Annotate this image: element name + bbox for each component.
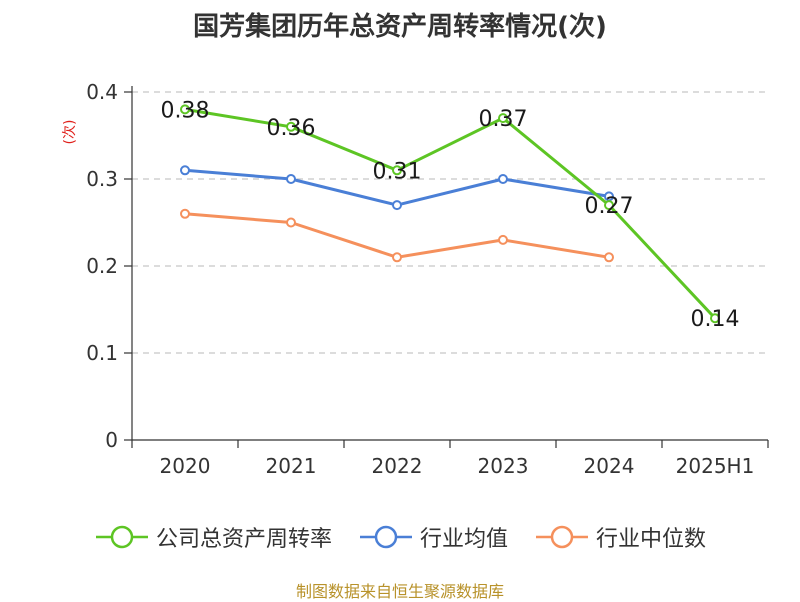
data-point bbox=[392, 252, 402, 263]
legend-label: 行业中位数 bbox=[596, 527, 707, 552]
x-tick-label: 2023 bbox=[478, 454, 529, 478]
data-labels: 0.38 0.36 0.31 0.37 0.27 0.14 bbox=[161, 98, 740, 332]
legend-line-circle-icon bbox=[536, 525, 588, 549]
data-point bbox=[604, 252, 614, 263]
legend-item-industry-mean[interactable]: 行业均值 bbox=[358, 521, 508, 553]
data-point bbox=[180, 165, 190, 176]
y-tick-label: 0.1 bbox=[86, 341, 118, 365]
data-label: 0.14 bbox=[691, 307, 740, 332]
y-axis-label: (次) bbox=[62, 120, 78, 145]
data-point bbox=[286, 121, 296, 132]
y-tick-label: 0.4 bbox=[86, 80, 118, 104]
data-point bbox=[392, 165, 402, 176]
data-label: 0.38 bbox=[161, 98, 210, 123]
data-label: 0.37 bbox=[479, 107, 528, 132]
data-label: 0.36 bbox=[267, 116, 316, 141]
x-tick-label: 2025H1 bbox=[676, 454, 755, 478]
series-line bbox=[184, 107, 717, 320]
x-tick-label: 2020 bbox=[160, 454, 211, 478]
data-label: 0.31 bbox=[373, 159, 422, 184]
x-tick-label: 2024 bbox=[584, 454, 635, 478]
data-label: 0.27 bbox=[585, 194, 634, 219]
grid-lines bbox=[132, 91, 768, 354]
x-tick-label: 2021 bbox=[266, 454, 317, 478]
legend-label: 公司总资产周转率 bbox=[155, 527, 332, 552]
data-point bbox=[286, 174, 296, 184]
y-tick-label: 0 bbox=[105, 428, 118, 452]
source-note: 制图数据来自恒生聚源数据库 bbox=[295, 582, 504, 601]
data-point bbox=[286, 217, 296, 228]
y-tick-label: 0.3 bbox=[86, 167, 118, 191]
data-point bbox=[498, 234, 508, 245]
legend-label: 行业均值 bbox=[419, 527, 508, 552]
legend-line-circle-icon bbox=[95, 525, 148, 549]
series-lines bbox=[180, 104, 720, 324]
legend-item-company[interactable]: 公司总资产周转率 bbox=[94, 521, 332, 553]
data-point bbox=[392, 200, 402, 211]
legend-line-circle-icon bbox=[359, 525, 412, 549]
y-tick-label: 0.2 bbox=[86, 254, 118, 278]
data-point bbox=[604, 200, 614, 211]
legend-item-industry-median[interactable]: 行业中位数 bbox=[534, 521, 706, 553]
legend: 公司总资产周转率 行业均值 行业中位数 bbox=[0, 520, 800, 554]
data-point bbox=[180, 208, 190, 219]
data-point bbox=[498, 174, 508, 184]
data-point bbox=[180, 104, 190, 115]
data-point bbox=[498, 113, 508, 124]
chart-title: 国芳集团历年总资产周转率情况(次) bbox=[193, 12, 607, 42]
series-line bbox=[184, 212, 610, 259]
data-point bbox=[710, 313, 720, 324]
axes: 0 0.1 0.2 0.3 0.4 2020 2021 2022 2023 2024 2025H1 (… bbox=[62, 80, 769, 478]
x-tick-label: 2022 bbox=[372, 454, 423, 478]
